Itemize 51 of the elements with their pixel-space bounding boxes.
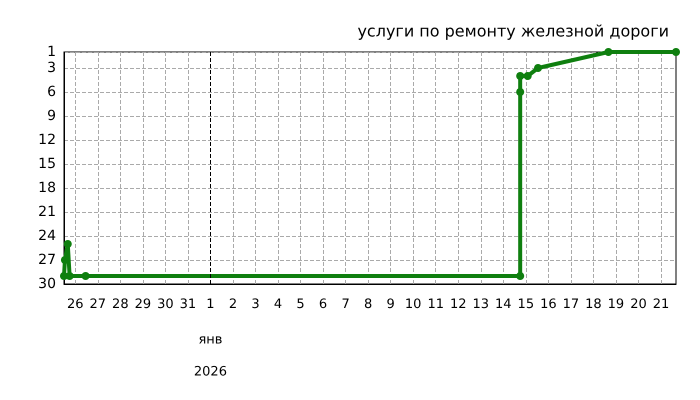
x-tick-label: 14 bbox=[495, 297, 512, 312]
y-tick-label: 3 bbox=[47, 60, 56, 76]
text: 2026 bbox=[194, 364, 227, 380]
x-tick-label: 2 bbox=[228, 297, 238, 312]
y-tick-label: 9 bbox=[47, 108, 56, 124]
point bbox=[604, 48, 612, 56]
x-tick-label: 1 bbox=[206, 297, 215, 312]
x-tick-label: 19 bbox=[608, 297, 624, 312]
x-tick-label: 26 bbox=[66, 297, 84, 312]
x-tick-label: 7 bbox=[341, 297, 350, 312]
x-tick-label: 15 bbox=[518, 297, 534, 312]
x-tick-label: 31 bbox=[180, 297, 196, 312]
point bbox=[82, 272, 90, 280]
text: янв bbox=[198, 332, 222, 348]
x-tick-label: 30 bbox=[157, 297, 174, 312]
x-tick-label: 17 bbox=[562, 297, 580, 312]
point bbox=[524, 72, 532, 80]
y-tick-label: 6 bbox=[47, 84, 56, 100]
y-tick-label: 30 bbox=[38, 276, 56, 292]
x-tick-label: 5 bbox=[296, 297, 305, 312]
y-tick-label: 18 bbox=[38, 180, 56, 196]
point bbox=[516, 72, 524, 80]
x-tick-label: 12 bbox=[450, 297, 467, 312]
x-tick-label: 8 bbox=[364, 297, 372, 312]
x-tick-label: 27 bbox=[90, 297, 106, 312]
x-tick-label: 13 bbox=[472, 297, 490, 312]
x-tick-label: 28 bbox=[112, 297, 129, 312]
y-tick-label: 15 bbox=[38, 156, 56, 172]
x-tick-label: 29 bbox=[134, 297, 152, 312]
x-tick-label: 6 bbox=[318, 297, 328, 312]
chart-title: услуги по ремонту железной дороги bbox=[357, 22, 670, 40]
point bbox=[672, 48, 680, 56]
point bbox=[516, 88, 524, 96]
point bbox=[66, 272, 74, 280]
point bbox=[534, 64, 542, 72]
y-tick-label: 1 bbox=[47, 44, 56, 60]
x-tick-label: 4 bbox=[274, 297, 282, 312]
x-tick-label: 20 bbox=[630, 297, 647, 312]
x-tick-label: 21 bbox=[652, 297, 670, 312]
y-tick-label: 12 bbox=[38, 132, 56, 148]
x-tick-label: 3 bbox=[251, 297, 260, 312]
y-tick-label: 27 bbox=[38, 252, 56, 268]
x-tick-label: 18 bbox=[585, 297, 602, 312]
y-tick-label: 21 bbox=[38, 204, 56, 220]
x-tick-label: 11 bbox=[427, 297, 444, 312]
x-tick-label: 16 bbox=[540, 297, 557, 312]
point bbox=[516, 272, 524, 280]
x-tick-label: 9 bbox=[386, 297, 395, 312]
x-tick-label: 10 bbox=[404, 297, 422, 312]
y-tick-label: 24 bbox=[38, 228, 56, 244]
point bbox=[64, 240, 72, 248]
